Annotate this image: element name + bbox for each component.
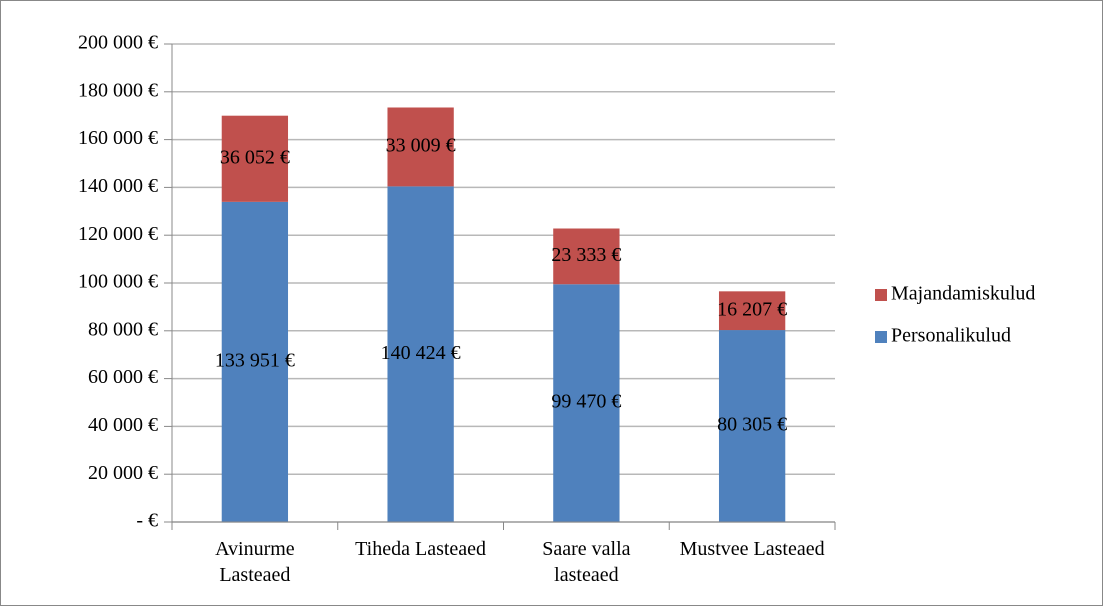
data-label: 140 424 €	[381, 342, 461, 364]
data-label: 16 207 €	[717, 298, 787, 320]
y-tick-label: 140 000 €	[78, 175, 158, 197]
y-tick-label: 80 000 €	[88, 318, 158, 340]
bar-segment	[718, 291, 786, 331]
y-tick-label: 20 000 €	[88, 462, 158, 484]
data-label: 33 009 €	[386, 135, 456, 157]
legend-label: Personalikulud	[891, 325, 1011, 347]
y-tick-label: 160 000 €	[78, 127, 158, 149]
legend-label: Majandamiskulud	[891, 283, 1035, 305]
legend-swatch	[875, 289, 887, 301]
y-tick-label: 60 000 €	[88, 366, 158, 388]
x-tick-label: Mustvee Lasteaed	[679, 538, 825, 560]
x-tick-label: Tiheda Lasteaed	[355, 538, 487, 560]
y-tick-label: - €	[136, 510, 158, 532]
y-tick-label: 100 000 €	[78, 271, 158, 293]
y-tick-label: 40 000 €	[88, 414, 158, 436]
bar-segment	[221, 115, 289, 202]
bar-segment	[221, 201, 289, 522]
data-label: 80 305 €	[717, 414, 787, 436]
bar-segment	[553, 284, 620, 522]
bar-segment	[553, 228, 620, 285]
y-tick-label: 200 000 €	[78, 32, 158, 54]
bar-segment	[387, 186, 454, 522]
y-tick-label: 180 000 €	[78, 79, 158, 101]
data-label: 23 333 €	[551, 244, 621, 266]
y-tick-label: 120 000 €	[78, 223, 158, 245]
data-label: 99 470 €	[551, 391, 621, 413]
data-label: 36 052 €	[220, 146, 290, 168]
bar-segment	[718, 330, 786, 522]
legend-swatch	[875, 331, 887, 343]
x-tick-label: Saare valla lasteaed	[542, 538, 631, 586]
x-tick-label: Avinurme Lasteaed	[215, 538, 295, 586]
bar-segment	[387, 107, 454, 187]
data-label: 133 951 €	[215, 350, 295, 372]
